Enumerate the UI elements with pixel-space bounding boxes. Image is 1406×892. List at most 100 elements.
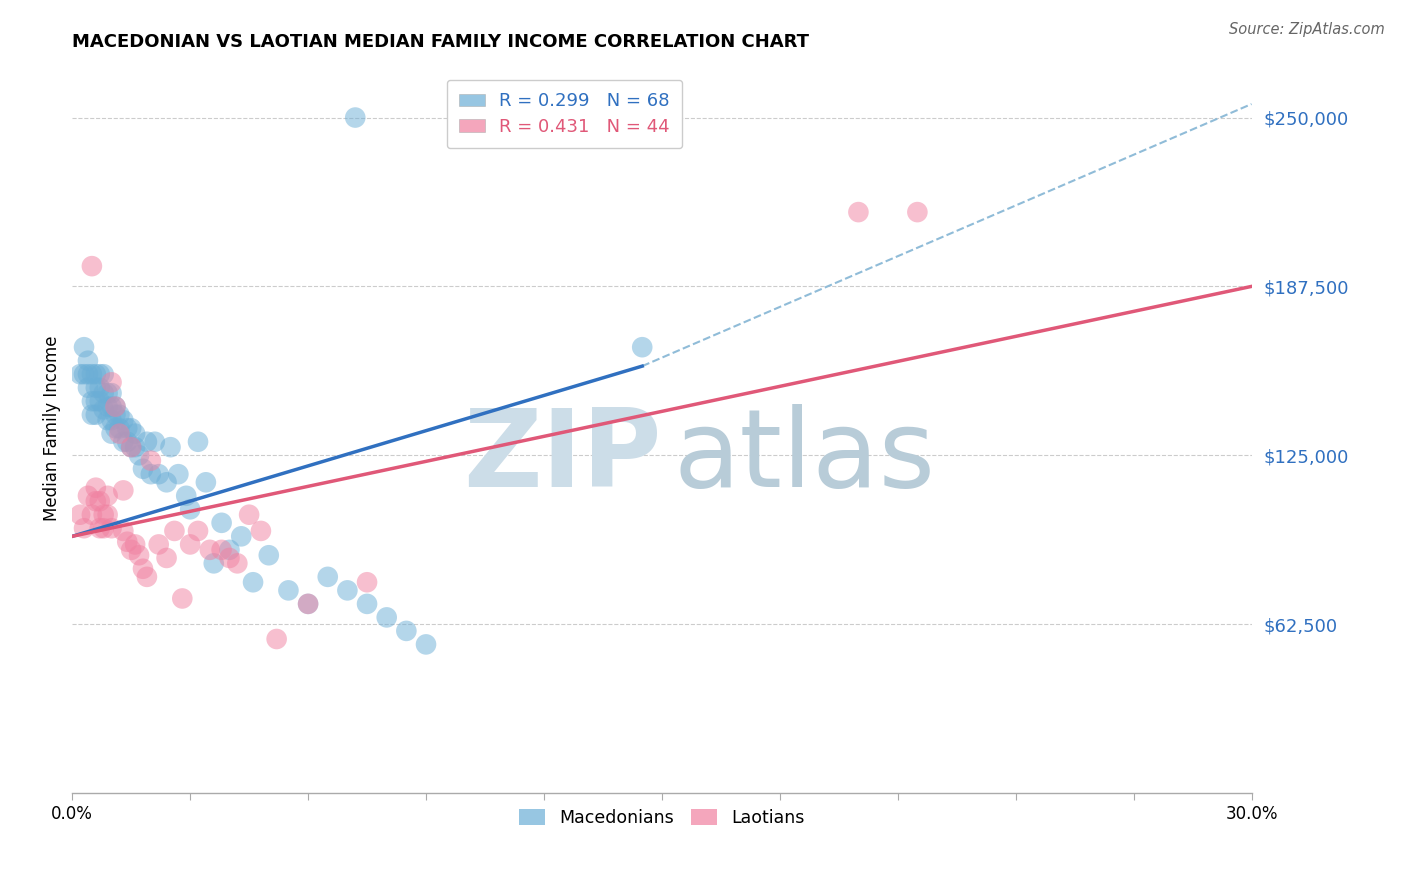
Point <box>211 542 233 557</box>
Point <box>117 434 139 449</box>
Point <box>120 440 142 454</box>
Point <box>97 413 120 427</box>
Point <box>97 489 120 503</box>
Point <box>250 524 273 538</box>
Point <box>93 368 115 382</box>
Text: Source: ZipAtlas.com: Source: ZipAtlas.com <box>1229 22 1385 37</box>
Text: atlas: atlas <box>673 404 935 510</box>
Point <box>848 205 870 219</box>
Point <box>120 440 142 454</box>
Point <box>155 475 177 490</box>
Point <box>84 408 107 422</box>
Point <box>277 583 299 598</box>
Point <box>242 575 264 590</box>
Point <box>336 583 359 598</box>
Point <box>108 426 131 441</box>
Point <box>139 467 162 482</box>
Point <box>89 494 111 508</box>
Point <box>112 483 135 498</box>
Point <box>104 408 127 422</box>
Point <box>97 508 120 522</box>
Point <box>316 570 339 584</box>
Point <box>356 575 378 590</box>
Point <box>73 340 96 354</box>
Text: MACEDONIAN VS LAOTIAN MEDIAN FAMILY INCOME CORRELATION CHART: MACEDONIAN VS LAOTIAN MEDIAN FAMILY INCO… <box>72 33 810 51</box>
Point <box>297 597 319 611</box>
Point <box>202 557 225 571</box>
Point <box>631 340 654 354</box>
Point <box>93 508 115 522</box>
Point <box>80 368 103 382</box>
Point <box>100 386 122 401</box>
Point <box>80 259 103 273</box>
Point <box>100 400 122 414</box>
Point <box>163 524 186 538</box>
Point <box>905 205 928 219</box>
Point <box>97 386 120 401</box>
Point <box>84 368 107 382</box>
Point <box>135 434 157 449</box>
Point <box>132 562 155 576</box>
Point <box>187 524 209 538</box>
Point <box>69 508 91 522</box>
Point <box>77 381 100 395</box>
Point <box>139 453 162 467</box>
Point <box>120 421 142 435</box>
Point <box>218 542 240 557</box>
Point <box>155 550 177 565</box>
Point <box>124 537 146 551</box>
Point <box>395 624 418 638</box>
Point <box>128 448 150 462</box>
Point <box>128 548 150 562</box>
Y-axis label: Median Family Income: Median Family Income <box>44 335 60 521</box>
Point <box>89 521 111 535</box>
Point <box>112 434 135 449</box>
Point <box>77 353 100 368</box>
Point <box>356 597 378 611</box>
Point <box>89 381 111 395</box>
Point <box>84 494 107 508</box>
Point <box>80 394 103 409</box>
Point <box>100 376 122 390</box>
Point <box>167 467 190 482</box>
Point <box>84 394 107 409</box>
Point <box>120 542 142 557</box>
Point <box>143 434 166 449</box>
Point <box>108 421 131 435</box>
Point <box>104 400 127 414</box>
Point <box>100 413 122 427</box>
Point <box>117 421 139 435</box>
Point <box>344 111 367 125</box>
Point <box>226 557 249 571</box>
Point <box>132 462 155 476</box>
Point <box>124 426 146 441</box>
Point <box>266 632 288 646</box>
Point <box>108 408 131 422</box>
Point <box>73 368 96 382</box>
Point <box>148 467 170 482</box>
Point <box>179 537 201 551</box>
Point <box>80 408 103 422</box>
Point <box>238 508 260 522</box>
Point <box>77 489 100 503</box>
Point <box>104 421 127 435</box>
Point <box>84 381 107 395</box>
Text: ZIP: ZIP <box>464 404 662 510</box>
Point <box>100 426 122 441</box>
Point <box>89 368 111 382</box>
Point <box>198 542 221 557</box>
Point <box>172 591 194 606</box>
Point <box>89 394 111 409</box>
Point <box>211 516 233 530</box>
Point <box>415 637 437 651</box>
Point <box>69 368 91 382</box>
Point <box>148 537 170 551</box>
Legend: Macedonians, Laotians: Macedonians, Laotians <box>510 800 813 836</box>
Point <box>77 368 100 382</box>
Point <box>187 434 209 449</box>
Point <box>97 400 120 414</box>
Point <box>93 521 115 535</box>
Point <box>124 440 146 454</box>
Point <box>104 400 127 414</box>
Point <box>84 481 107 495</box>
